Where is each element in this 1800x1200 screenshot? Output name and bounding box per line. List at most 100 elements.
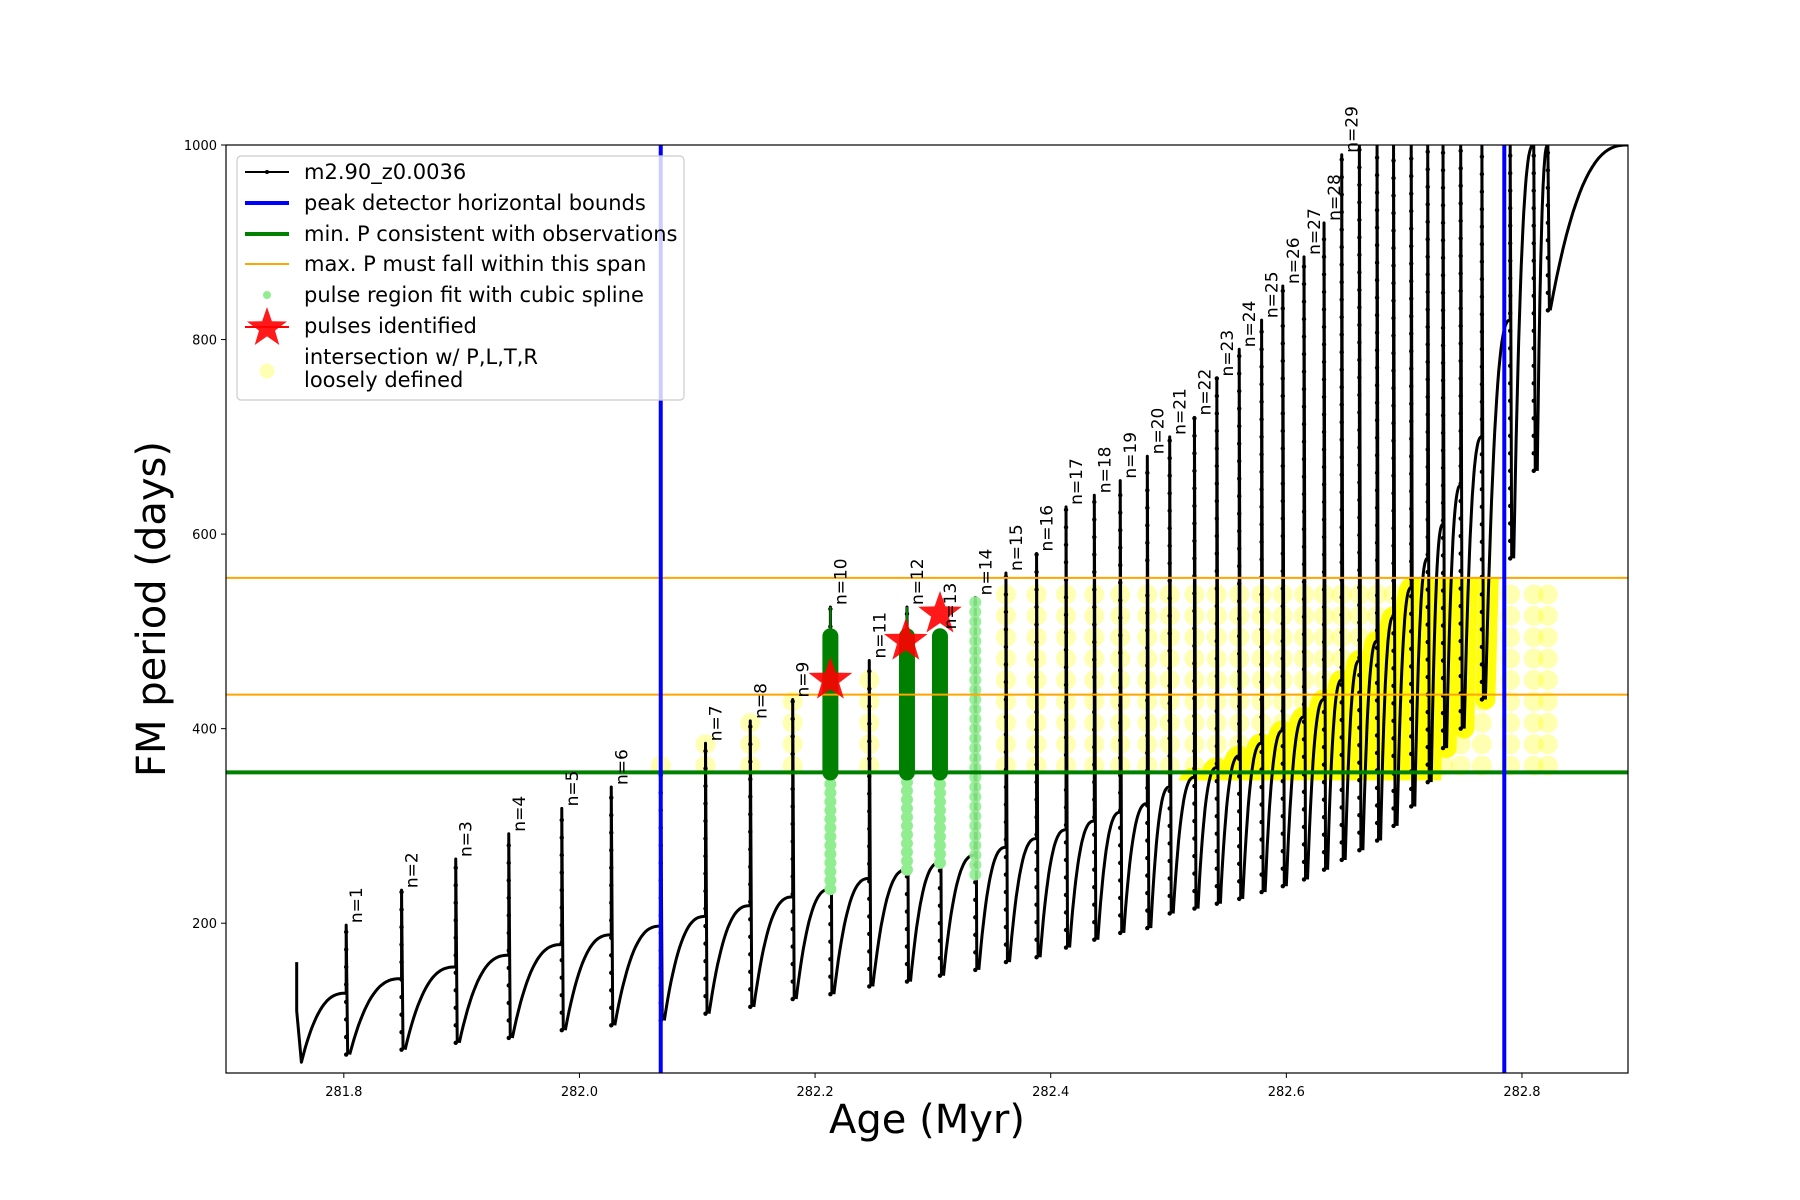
series-point [1192,538,1197,544]
series-point [1391,613,1396,619]
series-point [1479,452,1485,457]
series-point [1479,242,1485,247]
series-point [1192,836,1197,841]
series-point [1321,254,1327,260]
pulse-label: n=12 [908,558,928,605]
series-point [904,979,910,984]
spline-fit-point [900,793,913,806]
series-point [1280,376,1286,381]
series-point [1280,778,1286,784]
series-point [1167,508,1172,513]
series-point [1409,278,1414,284]
series-point [1479,487,1485,492]
series-point [867,791,872,797]
series-point [1391,753,1396,759]
series-point [609,988,614,993]
series-point [1259,889,1264,895]
series-point [343,1017,349,1022]
series-point [703,748,708,754]
series-point [1167,701,1172,706]
series-point [1440,325,1446,331]
spline-fit-point [933,813,946,826]
series-point [1063,595,1069,600]
series-point [1092,569,1097,575]
series-point [1339,647,1344,653]
series-point [1479,679,1485,685]
series-point [1458,358,1463,364]
series-point [1280,796,1286,801]
series-point [1280,498,1286,504]
series-point [1357,427,1362,433]
series-point [1357,813,1362,818]
series-point [1214,621,1220,626]
series-point [1321,849,1327,855]
series-point [1374,698,1380,703]
series-point [453,988,458,993]
series-point [1321,464,1327,470]
series-point [1425,359,1430,365]
series-point [1391,228,1396,233]
series-point [1280,516,1286,521]
intersection-marker [1537,712,1558,733]
spline-fit-point [969,596,982,609]
pulse-label: n=8 [751,683,771,719]
series-point [1357,672,1362,678]
series-point [1118,650,1123,655]
series-point [1192,643,1197,649]
series-point [1458,236,1463,241]
series-point [1339,472,1344,477]
series-point [1339,209,1344,215]
spline-fit-point [969,693,982,706]
series-point [1507,486,1513,491]
series-point [1374,400,1380,405]
spline-fit-point [824,848,837,861]
series-point [1063,805,1069,810]
series-point [867,704,872,709]
series-point [748,934,753,940]
series-point [828,956,833,962]
series-point [399,1012,404,1017]
series-point [867,686,872,691]
series-point [1321,377,1327,382]
series-point [1357,725,1362,730]
pulse-label: n=7 [707,705,727,741]
series-point [703,801,708,806]
series-point [1409,681,1414,687]
series-point [1425,429,1430,435]
series-point [1237,704,1242,709]
series-point [1321,482,1327,487]
intersection-marker [1537,691,1558,712]
axis-ticks: 281.8 282.0 282.2 282.4 282.6 282.8 200 400 600 8… [184,139,1541,1100]
series-point [904,926,910,932]
series-point [1192,608,1197,614]
series-point [1214,516,1220,521]
series-point [1391,210,1396,216]
series-point [1092,744,1097,750]
series-point [1237,388,1242,394]
series-point [1339,332,1344,337]
series-point [1280,673,1286,679]
series-point [1339,367,1344,372]
series-point [1458,568,1463,574]
series-point [790,699,795,704]
series-point [1092,885,1097,890]
series-point [1545,255,1551,261]
series-point [1092,832,1097,837]
series-point [1440,675,1446,681]
spline-fit-point [824,821,837,834]
series-point [609,848,614,853]
series-point [1458,253,1463,259]
series-point [1192,713,1197,719]
series-point [506,860,511,866]
series-point [1118,563,1123,568]
series-point [399,889,404,895]
series-point [1339,244,1344,250]
series-point [1003,644,1009,650]
series-point [1531,258,1536,263]
series-point [1425,307,1430,312]
series-point [1034,902,1039,907]
series-point [1237,441,1242,446]
series-point [1214,603,1220,609]
series-point [1167,526,1172,531]
series-point [1034,622,1039,627]
